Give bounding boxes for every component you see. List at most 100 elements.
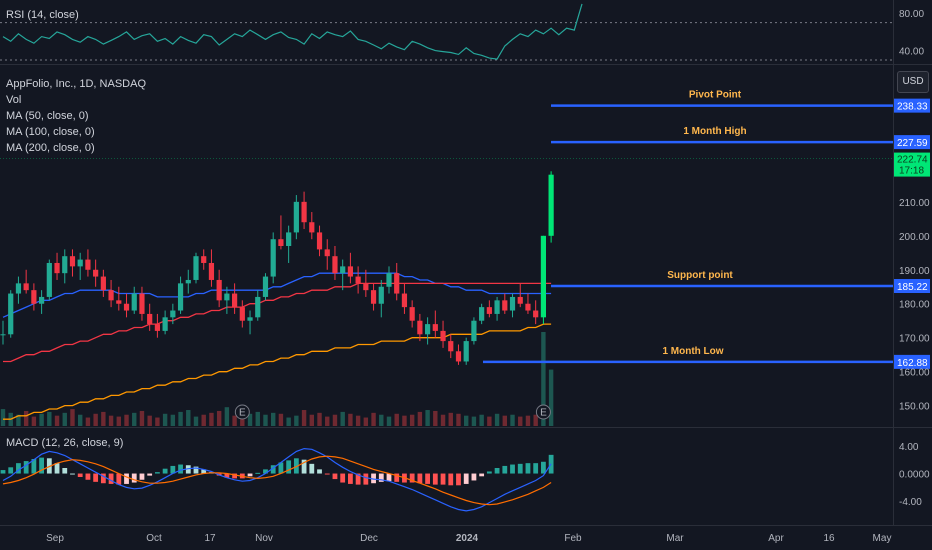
macd-histogram-bar [286, 460, 292, 474]
macd-panel: MACD (12, 26, close, 9) 4.00 0.0000 -4.00 [0, 437, 930, 512]
level-price-tag [894, 354, 930, 369]
earnings-marker [535, 404, 551, 420]
x-tick-label: 16 [823, 533, 835, 544]
macd-histogram-bar [463, 473, 469, 484]
volume-bar [39, 413, 44, 426]
macd-histogram-bar [541, 461, 546, 474]
macd-histogram-bar [147, 473, 153, 476]
candle-body [201, 256, 207, 263]
macd-histogram-bar [533, 463, 539, 474]
candle-body [224, 293, 230, 301]
macd-ticks: 4.00 0.0000 -4.00 [899, 442, 930, 508]
candle-body [278, 239, 284, 246]
price-tick-label: 150.00 [899, 402, 930, 413]
volume-bar [541, 332, 546, 426]
candle-body [77, 259, 83, 267]
earnings-marker-label: E [239, 408, 246, 419]
price-tick-label: 200.00 [899, 232, 930, 243]
candle-body [247, 317, 253, 321]
macd-histogram-bar [232, 473, 237, 479]
candle-body [370, 290, 377, 304]
rsi-panel: RSI (14, close) 80.00 40.00 [0, 3, 924, 61]
volume-bar [317, 412, 322, 426]
ma-lines [2, 272, 552, 420]
macd-histogram-bar [77, 473, 83, 477]
volume-bar [247, 413, 253, 426]
candle-body [455, 351, 462, 362]
volume-bar [201, 414, 206, 426]
volume-bar [47, 411, 52, 426]
volume-bar [301, 410, 307, 426]
earnings-marker-label: E [540, 408, 547, 419]
volume-bar [170, 414, 176, 426]
ma200-line [3, 323, 552, 420]
macd-histogram-bar [131, 473, 137, 483]
x-tick-label: Feb [564, 533, 582, 544]
rsi-series-line [2, 3, 583, 60]
macd-histogram-bar [46, 458, 52, 474]
candle-body [162, 317, 168, 331]
ma100-line [3, 282, 552, 363]
macd-histogram-bar [62, 468, 68, 474]
candle-body [463, 341, 469, 362]
volume-bar [487, 416, 492, 426]
candle-body [54, 262, 60, 274]
candle-body [494, 300, 500, 314]
volume-bar [178, 411, 183, 426]
macd-histogram-bar [224, 473, 230, 478]
candle-body [108, 290, 114, 301]
grid [0, 0, 932, 526]
rsi-levels [0, 22, 893, 61]
candle-body [347, 266, 353, 277]
macd-histogram-bar [317, 469, 322, 474]
macd-histogram-bar [0, 470, 6, 474]
macd-histogram-bar [16, 463, 21, 474]
macd-lines [2, 447, 552, 512]
x-tick-label: Nov [255, 533, 273, 544]
volume-bar [525, 415, 531, 426]
level-annotation: 1 Month Low [662, 346, 723, 357]
volume-bar [232, 415, 237, 426]
candles [0, 171, 554, 365]
volume-bar [132, 412, 137, 426]
candle-body [93, 269, 99, 277]
price-tick-label: 190.00 [899, 266, 930, 277]
candle-body [262, 276, 269, 297]
level-price-label: 185.22 [897, 282, 928, 293]
ma50-line [2, 272, 552, 318]
macd-histogram-bar [432, 473, 438, 485]
candle-body [340, 266, 346, 274]
volume-bar [533, 414, 538, 426]
candle-body [139, 293, 145, 314]
macd-histogram-bar [100, 473, 106, 484]
candle-body [309, 222, 315, 233]
level-price-tag [894, 135, 930, 150]
candle-body [432, 324, 438, 331]
volume-bar [363, 417, 369, 426]
volume-bar [502, 415, 507, 426]
currency-button[interactable]: USD [897, 71, 929, 93]
volume-bar [0, 409, 6, 426]
candle-body [193, 256, 199, 280]
macd-histogram-bar [448, 473, 454, 486]
macd-histogram-bar [486, 471, 492, 474]
candle-body [270, 239, 276, 277]
macd-histogram-bar [39, 457, 44, 474]
volume-bar [101, 411, 106, 426]
volume-bar [54, 415, 60, 426]
candle-body [401, 293, 408, 308]
earnings-marker [234, 404, 250, 420]
legend-ma100: MA (100, close, 0) [6, 126, 95, 138]
macd-histogram-bar [193, 466, 199, 474]
candle-body [177, 283, 184, 311]
macd-histogram-bar [386, 473, 392, 482]
x-tick-label: Dec [360, 533, 378, 544]
volume-bar [371, 412, 376, 426]
volume-bar [471, 416, 477, 426]
volume-bar [108, 415, 114, 426]
volume-bar [440, 414, 446, 426]
candle-body [116, 300, 122, 304]
candle-body [216, 279, 222, 301]
